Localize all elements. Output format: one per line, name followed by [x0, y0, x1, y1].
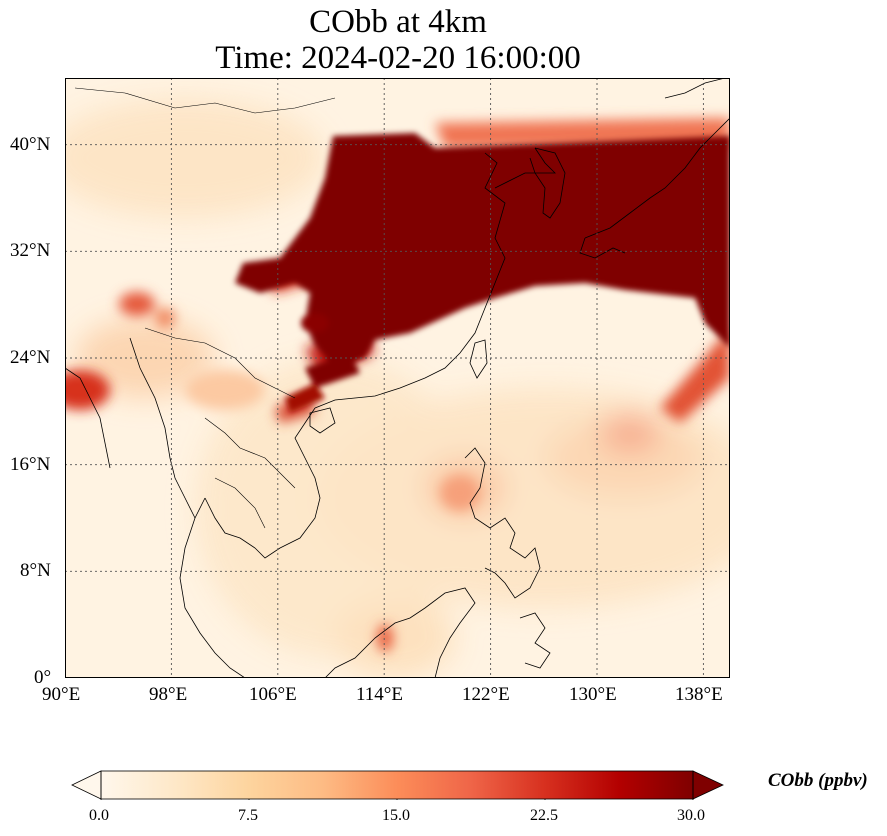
- lon-tick-106: 106°E: [249, 684, 297, 705]
- colorbar-gradient: [101, 771, 693, 799]
- colorbar-tick-2: 15.0: [382, 807, 410, 824]
- lon-tick-114: 114°E: [356, 684, 403, 705]
- colorbar: [71, 770, 724, 800]
- colorbar-tick-4: 30.0: [677, 807, 705, 824]
- title-line-2: Time: 2024-02-20 16:00:00: [215, 40, 581, 76]
- map-panel: [65, 78, 730, 678]
- lat-tick-8: 8°N: [20, 560, 51, 581]
- colorbar-tick-0: 0.0: [89, 807, 109, 824]
- colorbar-label: CObb (ppbv): [768, 770, 868, 791]
- lat-tick-0: 0°: [34, 667, 52, 688]
- map-border: [65, 78, 730, 678]
- lat-tick-24: 24°N: [10, 347, 51, 368]
- lat-tick-40: 40°N: [10, 134, 51, 155]
- colorbar-tick-3: 22.5: [530, 807, 558, 824]
- colorbar-min-extension: [71, 770, 102, 800]
- lat-tick-16: 16°N: [10, 454, 51, 475]
- title-line-1: CObb at 4km: [309, 4, 487, 40]
- lon-tick-98: 98°E: [149, 684, 188, 705]
- gridlines: [65, 78, 730, 678]
- colorbar-max-extension: [692, 770, 724, 800]
- concentration-field: [65, 98, 730, 678]
- lon-tick-130: 130°E: [569, 684, 617, 705]
- lat-tick-32: 32°N: [10, 240, 51, 261]
- lon-tick-138: 138°E: [675, 684, 723, 705]
- colorbar-tick-1: 7.5: [238, 807, 258, 824]
- lon-tick-90: 90°E: [42, 684, 81, 705]
- lon-tick-122: 122°E: [462, 684, 510, 705]
